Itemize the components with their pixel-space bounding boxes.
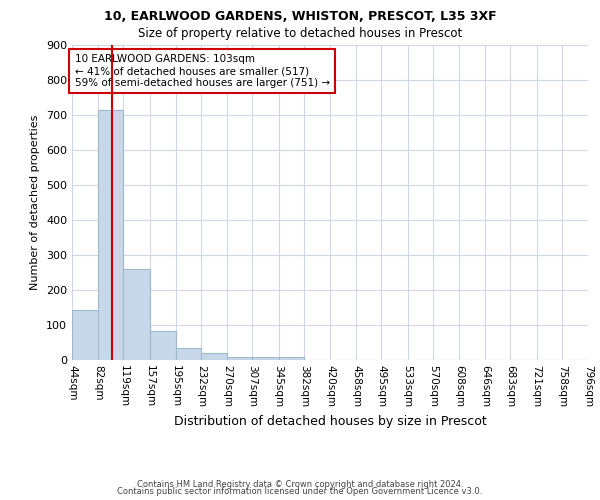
Text: Size of property relative to detached houses in Prescot: Size of property relative to detached ho… xyxy=(138,28,462,40)
Text: 10 EARLWOOD GARDENS: 103sqm
← 41% of detached houses are smaller (517)
59% of se: 10 EARLWOOD GARDENS: 103sqm ← 41% of det… xyxy=(74,54,330,88)
X-axis label: Distribution of detached houses by size in Prescot: Distribution of detached houses by size … xyxy=(173,416,487,428)
Bar xyxy=(149,331,176,360)
Y-axis label: Number of detached properties: Number of detached properties xyxy=(31,115,40,290)
Bar xyxy=(124,269,149,360)
Text: Contains public sector information licensed under the Open Government Licence v3: Contains public sector information licen… xyxy=(118,487,482,496)
Bar xyxy=(72,310,98,360)
Bar xyxy=(278,356,304,360)
Bar xyxy=(176,348,201,360)
Text: 10, EARLWOOD GARDENS, WHISTON, PRESCOT, L35 3XF: 10, EARLWOOD GARDENS, WHISTON, PRESCOT, … xyxy=(104,10,496,23)
Bar xyxy=(227,356,253,360)
Text: Contains HM Land Registry data © Crown copyright and database right 2024.: Contains HM Land Registry data © Crown c… xyxy=(137,480,463,489)
Bar xyxy=(98,110,124,360)
Bar xyxy=(253,356,278,360)
Bar xyxy=(201,353,227,360)
